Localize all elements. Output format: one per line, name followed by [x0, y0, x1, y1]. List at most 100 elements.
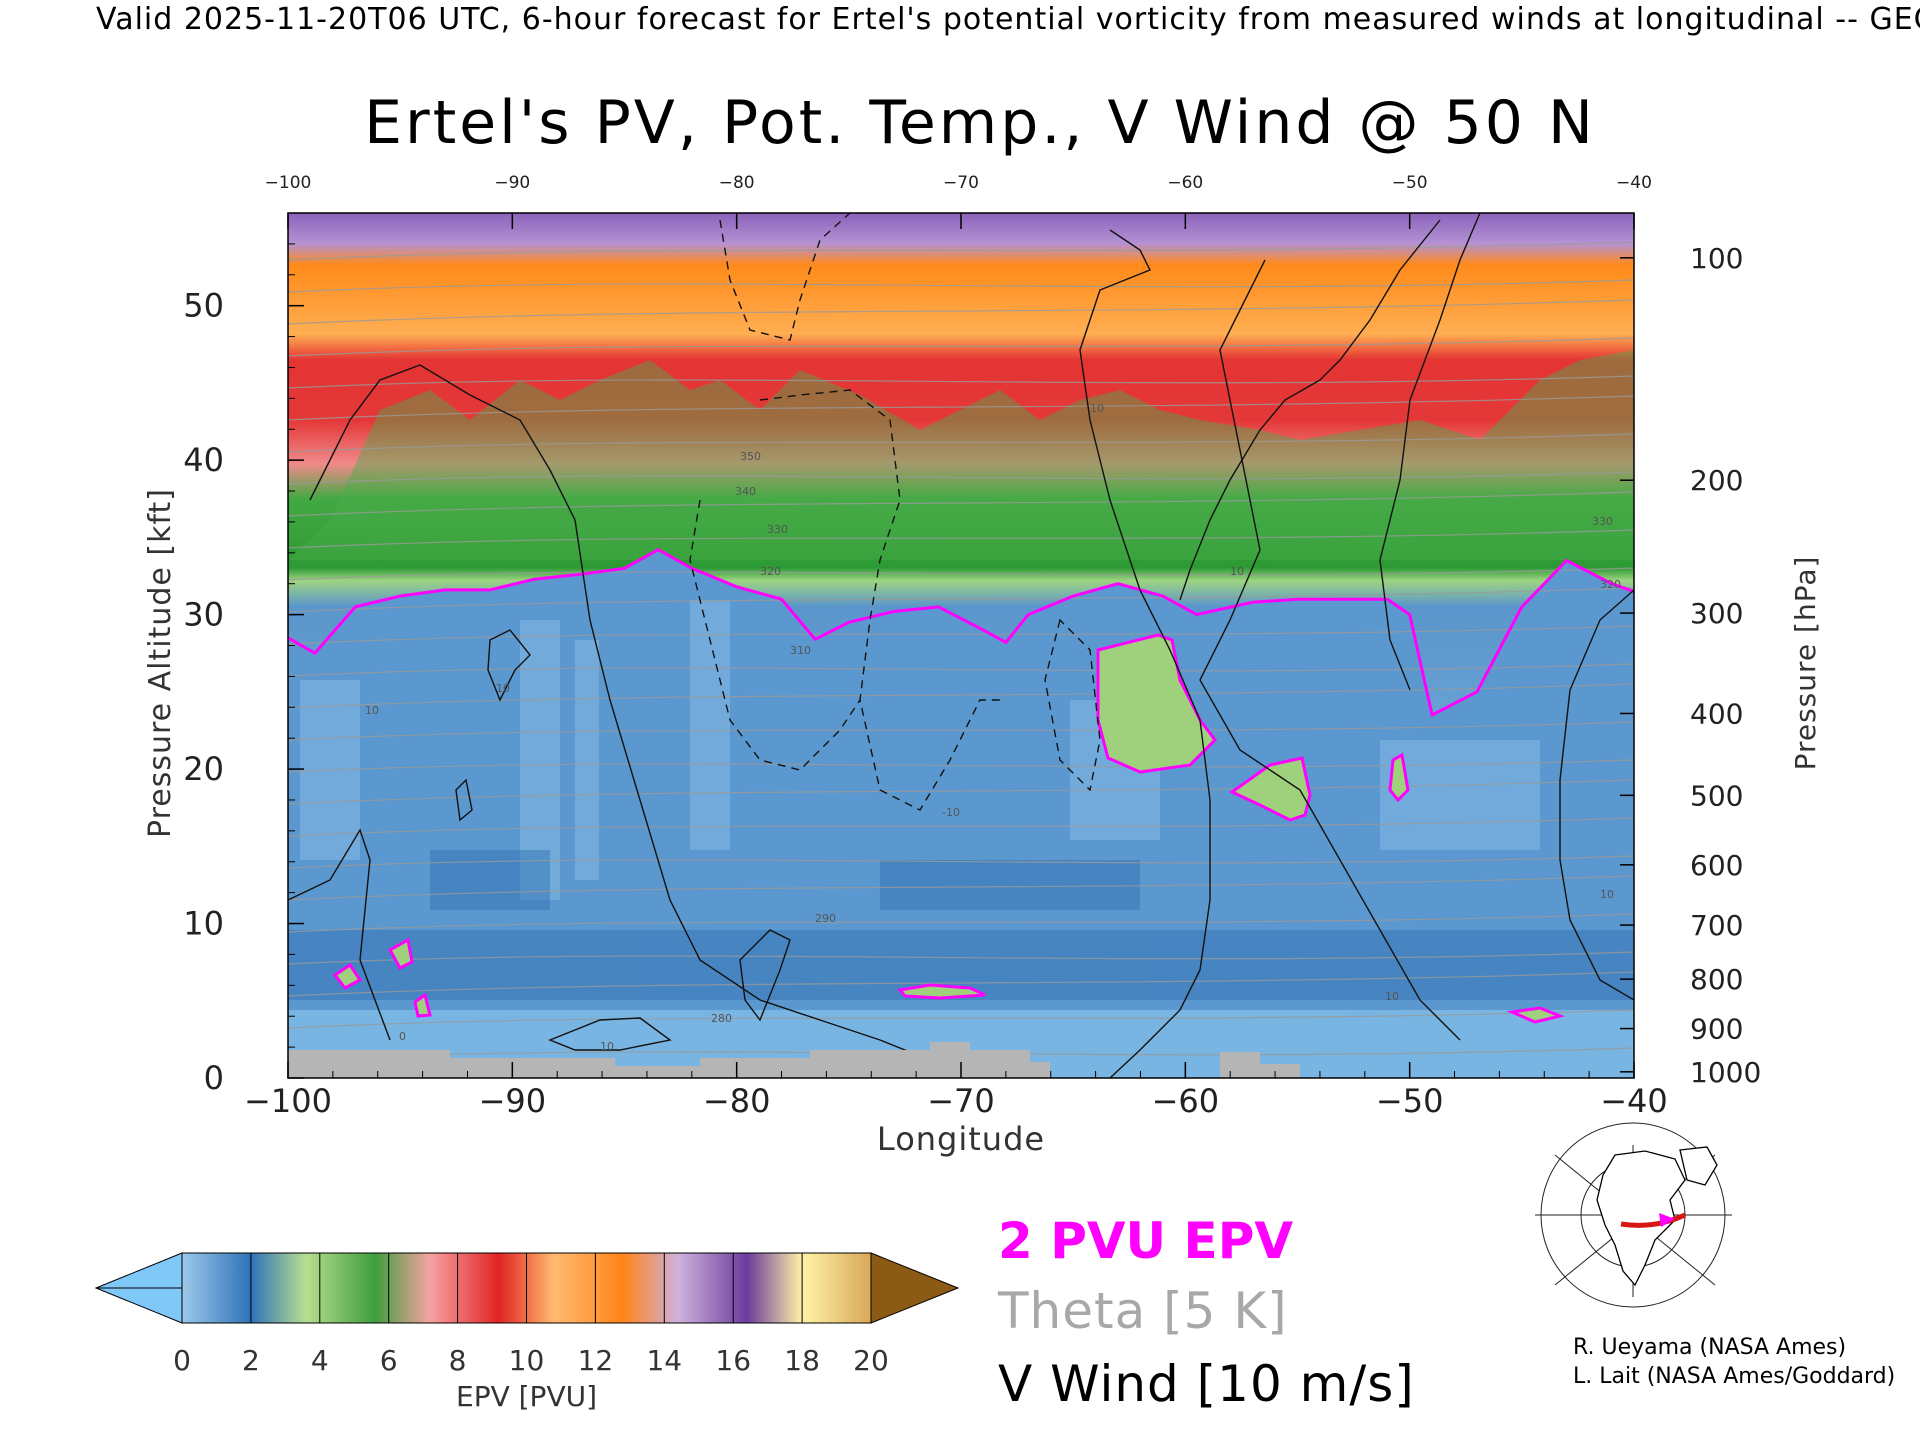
x-top-tick-label: −100: [265, 173, 312, 193]
x-axis-label: Longitude: [877, 1120, 1045, 1158]
contour-label: 320: [760, 565, 781, 578]
theta-contour-line: [288, 529, 1634, 549]
colorbar-over-arrow: [870, 1252, 960, 1324]
theta-contour-line: [288, 337, 1634, 357]
theta-contour-line: [288, 913, 1634, 933]
x-axis-bottom: −100 −90 −80 −70 −60 −50 −40: [244, 1062, 1668, 1120]
pressure-tick-label: 600: [1690, 849, 1743, 882]
vwind-loop-small: [455, 778, 473, 822]
pressure-tick-label: 1000: [1690, 1056, 1761, 1089]
contour-label: 10: [1090, 402, 1104, 415]
pressure-tick-label: 100: [1690, 242, 1743, 275]
y-tick-label: 10: [183, 905, 224, 943]
pressure-tick-label: 800: [1690, 963, 1743, 996]
contour-label: 10: [365, 704, 379, 717]
contour-label: 10: [1385, 990, 1399, 1003]
theta-contour-line: [288, 471, 1634, 485]
x-tick-label: −40: [1600, 1082, 1668, 1120]
pressure-tick-label: 500: [1690, 779, 1743, 812]
pressure-tick-label: 900: [1690, 1013, 1743, 1046]
forecast-banner: Valid 2025-11-20T06 UTC, 6-hour forecast…: [96, 2, 1920, 37]
vwind-10-east: [1199, 259, 1461, 1041]
theta-contour-line: [288, 817, 1634, 837]
pv-anomaly-lowleft3: [413, 992, 432, 1018]
vwind-zero-surface: [548, 1017, 672, 1051]
vwind-neg-dashed-top: [719, 213, 851, 341]
contour-label: 310: [790, 644, 811, 657]
theta-contour-line: [288, 567, 1634, 581]
theta-contour-line: [288, 683, 1634, 709]
contour-label: 340: [735, 485, 756, 498]
pressure-tick-label: 300: [1690, 597, 1743, 630]
theta-contour-line: [288, 587, 1634, 613]
vwind-contours: [288, 213, 1634, 1078]
locator-map: [1535, 1122, 1732, 1308]
vwind-loop-left: [487, 629, 531, 702]
colorbar-tick-label: 12: [578, 1344, 614, 1377]
colorbar-tick-label: 8: [449, 1344, 467, 1377]
colorbar-tick-label: 10: [509, 1344, 545, 1377]
y-tick-label: 20: [183, 750, 224, 788]
vwind-zero-east: [1079, 229, 1211, 1078]
tropopause-fill: [288, 549, 1634, 1078]
x-tick-label: −100: [244, 1082, 332, 1120]
theta-contour-line: [288, 875, 1634, 901]
terrain-mask: [288, 1042, 1300, 1078]
x-tick-label: −90: [479, 1082, 547, 1120]
legend-theta: Theta [5 K]: [998, 1282, 1288, 1340]
y-tick-label: 50: [183, 287, 224, 325]
y-axis-label-left: Pressure Altitude [kft]: [143, 488, 178, 838]
vwind-loop-lower: [739, 929, 791, 1022]
x-tick-label: −50: [1376, 1082, 1444, 1120]
pv-anomaly-lowleft: [387, 937, 414, 970]
x-top-tick-label: −50: [1392, 173, 1428, 193]
theta-contour-line: [288, 491, 1634, 517]
x-top-tick-label: −70: [943, 173, 979, 193]
y-tick-label: 40: [183, 441, 224, 479]
y-axis-left: 0 10 20 30 40 50: [183, 212, 304, 1097]
pv-anomaly-east2: [1388, 752, 1410, 803]
x-axis-top: −100 −90 −80 −70 −60 −50 −40: [265, 173, 1652, 229]
theta-contour-line: [288, 625, 1634, 645]
contour-label: 280: [711, 1012, 732, 1025]
vwind-neg-dashed-2: [689, 499, 861, 771]
contour-label: 10: [1600, 888, 1614, 901]
contour-label: 10: [600, 1040, 614, 1053]
troposphere-streaks: [300, 600, 1540, 900]
legend-vwind: V Wind [10 m/s]: [998, 1355, 1415, 1413]
vwind-neg-dashed-3: [1044, 618, 1101, 792]
contour-label: 320: [1600, 578, 1621, 591]
y-tick-label: 30: [183, 596, 224, 634]
y-axis-right: 100 200 300 400 500 600 700 800 900 1000: [1620, 242, 1761, 1089]
contour-label: 330: [1592, 515, 1613, 528]
vwind-zero-west: [309, 364, 961, 1078]
theta-contour-line: [288, 241, 1634, 261]
pressure-tick-label: 200: [1690, 464, 1743, 497]
theta-contour-line: [288, 299, 1634, 325]
transect-marker-icon: [1659, 1213, 1675, 1227]
contour-label: 330: [767, 523, 788, 536]
colorbar: 0 2 4 6 8 10 12 14 16 18 20: [94, 1252, 960, 1377]
colorbar-tick-label: 16: [715, 1344, 751, 1377]
contour-label: 350: [740, 450, 761, 463]
credit-line-1: R. Ueyama (NASA Ames): [1573, 1335, 1847, 1360]
theta-contour-line: [288, 721, 1634, 741]
pv-anomaly-low-center: [897, 983, 986, 1000]
x-top-tick-label: −40: [1616, 173, 1652, 193]
y-axis-label-right: Pressure [hPa]: [1789, 556, 1822, 771]
contour-label: 10: [496, 682, 510, 695]
colorbar-tick-label: 4: [311, 1344, 329, 1377]
colorbar-tick-label: 2: [242, 1344, 260, 1377]
contour-label: 290: [815, 912, 836, 925]
x-top-tick-label: −90: [494, 173, 530, 193]
x-top-tick-label: −60: [1167, 173, 1203, 193]
theta-contour-line: [288, 1009, 1634, 1029]
y-tick-label: 0: [204, 1059, 224, 1097]
vwind-10-upper-east: [1179, 219, 1441, 601]
legend-2pvu: 2 PVU EPV: [998, 1212, 1294, 1270]
colorbar-tick-label: 6: [380, 1344, 398, 1377]
theta-contour-line: [288, 971, 1634, 997]
theta-contour-line: [288, 375, 1634, 389]
colorbar-tick-label: 18: [784, 1344, 820, 1377]
stratospheric-green-band: [288, 350, 1634, 560]
